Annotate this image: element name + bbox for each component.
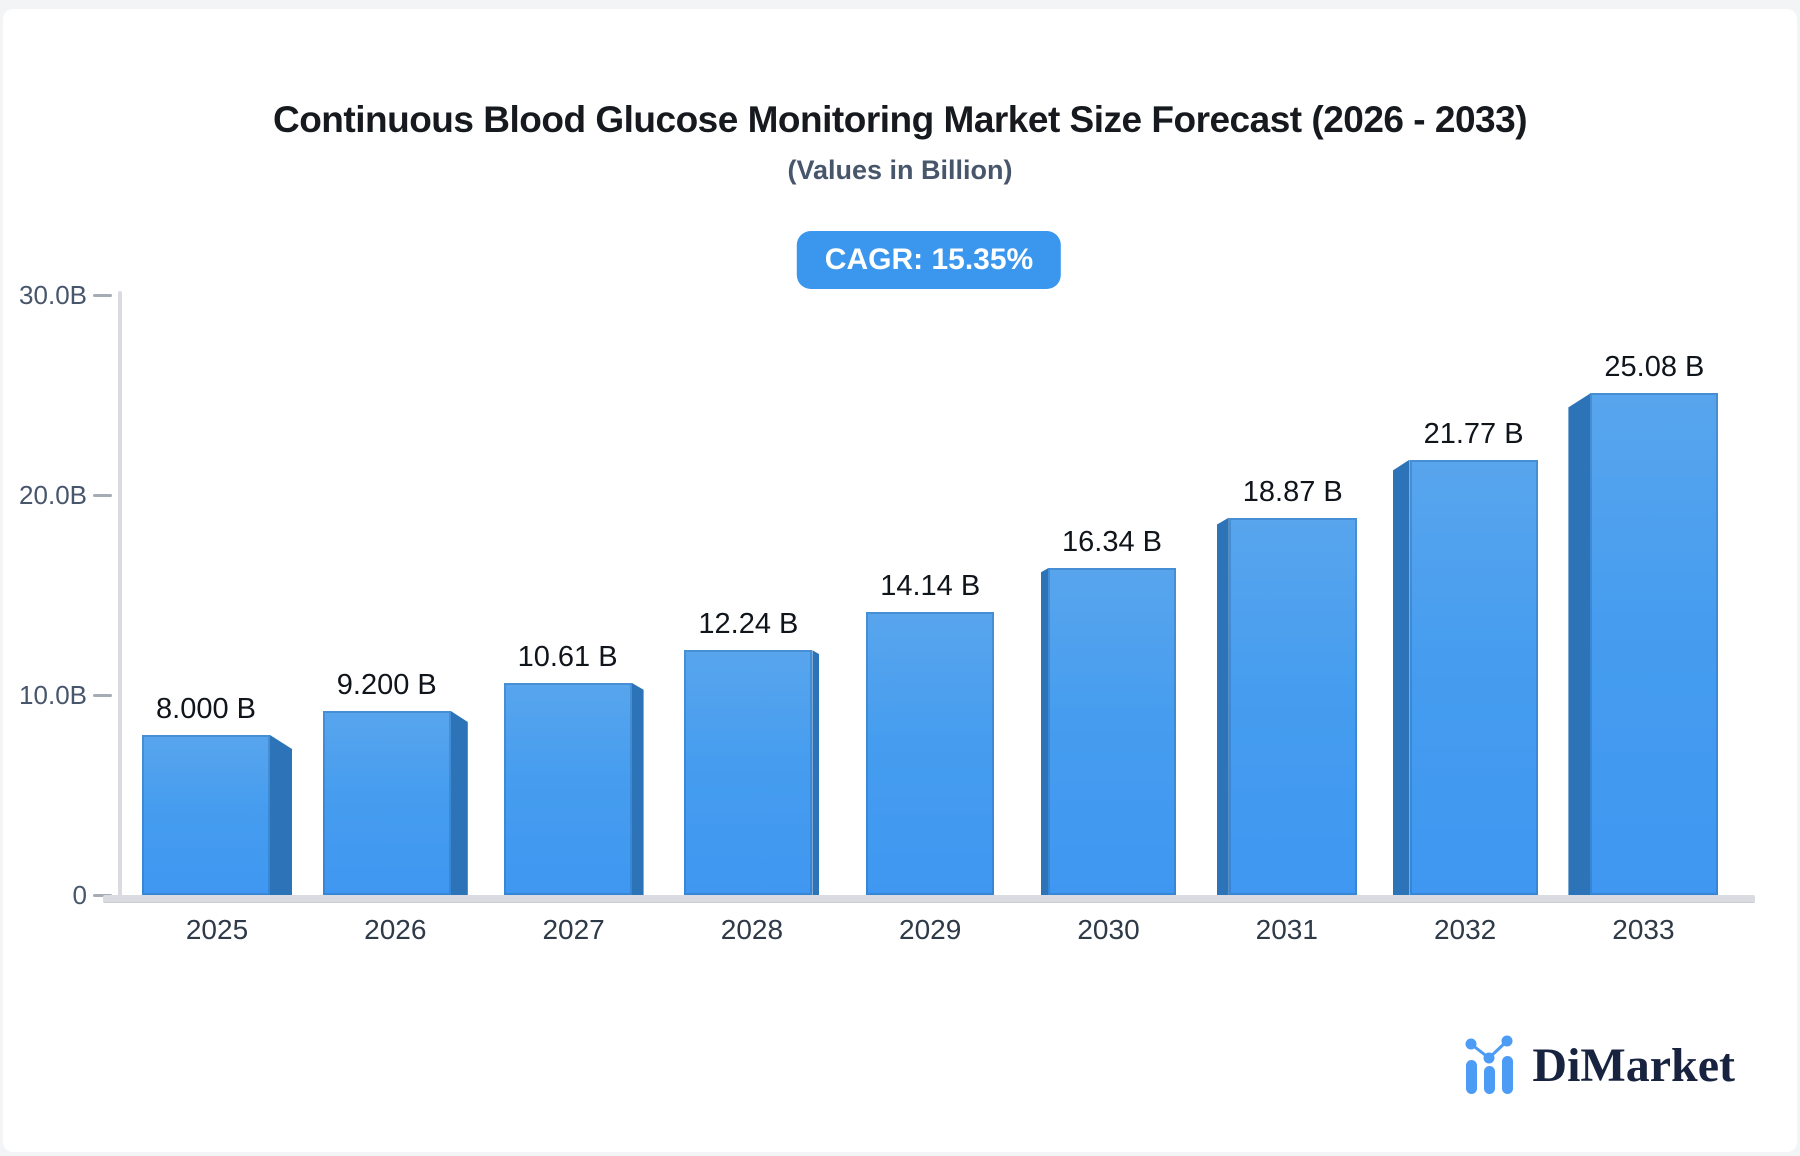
bar-2026 (322, 711, 451, 895)
bar-2028 (684, 650, 813, 895)
y-axis-line (118, 291, 122, 899)
bar-3d-side (270, 735, 292, 895)
y-tick-label: 10.0B (19, 680, 87, 710)
x-category-label: 2031 (1255, 914, 1318, 945)
x-category-label: 2032 (1433, 914, 1497, 945)
bar-chart-plot: 30.0B 20.0B 10.0B 0 8.000 B 9.200 B 10.61 B 12… (3, 9, 1800, 1156)
bar-2030 (1048, 568, 1176, 895)
bar-value-label: 12.24 B (698, 608, 799, 641)
bar-value-label: 10.61 B (517, 640, 618, 673)
x-category-label: 2026 (364, 914, 427, 945)
bar-2027 (503, 682, 632, 895)
bar-3d-side (1392, 459, 1410, 895)
bar-3d-side (812, 650, 820, 895)
bar-3d-side (1216, 517, 1229, 895)
bar-value-label: 18.87 B (1242, 475, 1343, 508)
x-category-label: 2029 (899, 914, 962, 945)
y-tick-label: 0 (72, 880, 87, 910)
y-tick-mark (93, 894, 112, 897)
bar-3d-side (631, 682, 644, 895)
bar-value-label: 8.000 B (156, 693, 256, 725)
y-tick-label: 30.0B (19, 280, 87, 310)
bar-2033 (1590, 393, 1719, 895)
bar-value-label: 9.200 B (336, 669, 437, 701)
y-tick-label: 20.0B (19, 480, 87, 510)
bar-value-label: 21.77 B (1423, 417, 1524, 450)
x-axis-baseline (103, 895, 1755, 903)
chart-title: Continuous Blood Glucose Monitoring Mark… (272, 99, 1528, 140)
x-category-label: 2028 (720, 914, 784, 945)
bar-2029 (866, 612, 995, 895)
bar-3d-side (1041, 568, 1048, 895)
bar-3d-side (1568, 393, 1591, 895)
bar-value-label: 25.08 B (1604, 351, 1705, 384)
y-tick-mark (93, 294, 112, 297)
bar-3d-side (450, 711, 468, 895)
x-category-label: 2025 (185, 914, 249, 945)
bar-value-label: 14.14 B (880, 570, 981, 603)
bar-value-label: 16.34 B (1062, 526, 1162, 559)
x-category-label: 2027 (542, 914, 605, 945)
brand-logo: DiMarket (1460, 1027, 1735, 1105)
bar-2025 (142, 735, 270, 895)
x-category-label: 2030 (1077, 914, 1140, 945)
cagr-badge: CAGR: 15.35% (796, 231, 1062, 289)
bar-2031 (1228, 517, 1357, 895)
x-category-label: 2033 (1612, 914, 1675, 945)
bar-2032 (1409, 459, 1538, 895)
chart-card: Continuous Blood Glucose Monitoring Mark… (3, 9, 1797, 1152)
chart-subtitle: (Values in Billion) (787, 155, 1013, 185)
y-tick-mark (93, 694, 112, 697)
y-tick-mark (93, 494, 112, 497)
mini-bar-chart-logo-icon (1460, 1031, 1520, 1102)
brand-name: DiMarket (1532, 1039, 1735, 1092)
